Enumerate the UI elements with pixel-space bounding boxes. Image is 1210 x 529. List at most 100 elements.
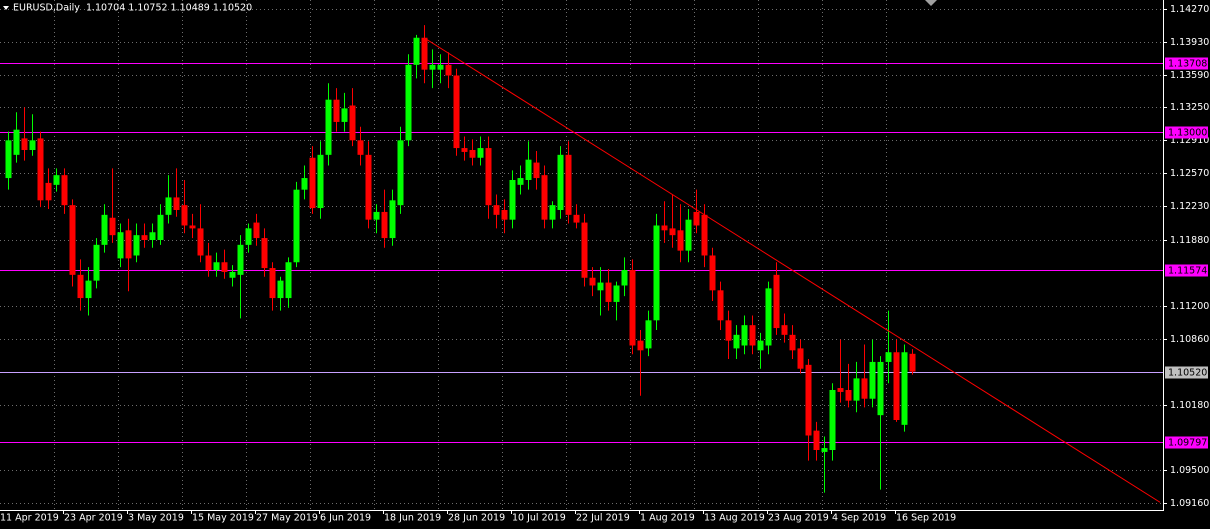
candle-body xyxy=(885,352,892,362)
candle-body xyxy=(445,64,452,76)
y-tick-label: 1.09160 xyxy=(1170,498,1209,509)
candle-body xyxy=(197,228,204,256)
y-tick-label: 1.13930 xyxy=(1170,37,1209,48)
candle-body xyxy=(837,388,844,392)
x-tick-label: 23 Aug 2019 xyxy=(768,513,829,524)
candle-body xyxy=(909,353,916,372)
candle-body xyxy=(893,352,900,420)
candle-body xyxy=(421,37,428,70)
x-tick-label: 10 Jul 2019 xyxy=(512,513,566,524)
candle-body xyxy=(365,154,372,220)
candle-body xyxy=(533,162,540,179)
candle-body xyxy=(749,325,756,346)
candle-body xyxy=(21,138,28,150)
candle-body xyxy=(413,37,420,65)
candle-body xyxy=(13,129,20,155)
candle-body xyxy=(757,340,764,351)
candle-body xyxy=(493,205,500,215)
candle-body xyxy=(181,205,188,226)
candle-body xyxy=(645,320,652,349)
y-tick-label: 1.11200 xyxy=(1170,301,1209,312)
x-tick-label: 16 Sep 2019 xyxy=(896,513,956,524)
candle-body xyxy=(61,175,68,206)
x-tick-label: 23 Apr 2019 xyxy=(64,513,123,524)
candle-body xyxy=(101,214,108,245)
candle-body xyxy=(53,175,60,185)
candle-body xyxy=(717,290,724,321)
level-label: 1.13708 xyxy=(1168,59,1207,70)
candle-body xyxy=(381,211,388,239)
candle-body xyxy=(149,232,156,240)
candle-body xyxy=(877,361,884,416)
candle-body xyxy=(661,225,668,231)
candle-body xyxy=(189,225,196,229)
candle-body xyxy=(405,64,412,141)
y-tick-label: 1.12570 xyxy=(1170,168,1209,179)
x-tick-label: 13 Aug 2019 xyxy=(704,513,765,524)
candle-body xyxy=(213,262,220,270)
candle-body xyxy=(813,430,820,450)
candle-body xyxy=(125,230,132,259)
x-tick-label: 1 Aug 2019 xyxy=(640,513,695,524)
x-tick-label: 27 May 2019 xyxy=(256,513,318,524)
candle-body xyxy=(469,150,476,158)
candle-body xyxy=(573,214,580,223)
candle-body xyxy=(557,154,564,210)
candle-body xyxy=(437,64,444,70)
y-tick-label: 1.10860 xyxy=(1170,334,1209,345)
menu-triangle[interactable] xyxy=(3,6,9,10)
candle-body xyxy=(637,340,644,351)
candle-body xyxy=(461,148,468,152)
shift-marker[interactable] xyxy=(925,0,937,6)
candle-body xyxy=(141,235,148,240)
candle-body xyxy=(341,108,348,122)
candle-body xyxy=(277,280,284,299)
x-tick-label: 4 Sep 2019 xyxy=(832,513,886,524)
level-box xyxy=(1165,126,1208,139)
candle-body xyxy=(373,211,380,220)
candle-body xyxy=(773,274,780,329)
candle-body xyxy=(597,282,604,291)
candle-body xyxy=(621,270,628,286)
candle-body xyxy=(501,210,508,220)
candle-body xyxy=(733,334,740,349)
candle-body xyxy=(253,222,260,239)
candle-body xyxy=(117,232,124,259)
y-tick-label: 1.13250 xyxy=(1170,102,1209,113)
candle-body xyxy=(269,268,276,299)
candle-body xyxy=(173,197,180,210)
candle-body xyxy=(845,390,852,401)
x-tick-label: 6 Jun 2019 xyxy=(320,513,371,524)
candle-body xyxy=(789,334,796,351)
candle-body xyxy=(77,274,84,299)
candle-body xyxy=(221,262,228,272)
candle-body xyxy=(397,140,404,206)
candle-body xyxy=(261,238,268,269)
candle-body xyxy=(453,75,460,149)
candle-body xyxy=(245,228,252,245)
candle-body xyxy=(741,325,748,346)
candle-body xyxy=(5,140,12,179)
candle-body xyxy=(317,154,324,209)
y-tick-label: 1.13590 xyxy=(1170,70,1209,81)
candle-body xyxy=(797,348,804,369)
y-tick-label: 1.09500 xyxy=(1170,465,1209,476)
level-label: 1.10520 xyxy=(1168,368,1207,379)
candle-body xyxy=(229,271,236,278)
x-tick-label: 18 Jun 2019 xyxy=(384,513,441,524)
y-tick-label: 1.10180 xyxy=(1170,400,1209,411)
candle-body xyxy=(333,99,340,122)
candle-body xyxy=(301,178,308,190)
y-tick-label: 1.12230 xyxy=(1170,201,1209,212)
candle-body xyxy=(517,178,524,185)
candle-body xyxy=(869,361,876,399)
candle-body xyxy=(69,205,76,275)
candle-body xyxy=(157,214,164,240)
candle-body xyxy=(45,182,52,201)
candle-body xyxy=(677,230,684,251)
y-tick-label: 1.11880 xyxy=(1170,235,1209,246)
candle-body xyxy=(613,285,620,302)
level-label: 1.11574 xyxy=(1168,266,1207,277)
chart-title: EURUSD,Daily 1.10704 1.10752 1.10489 1.1… xyxy=(13,3,252,14)
